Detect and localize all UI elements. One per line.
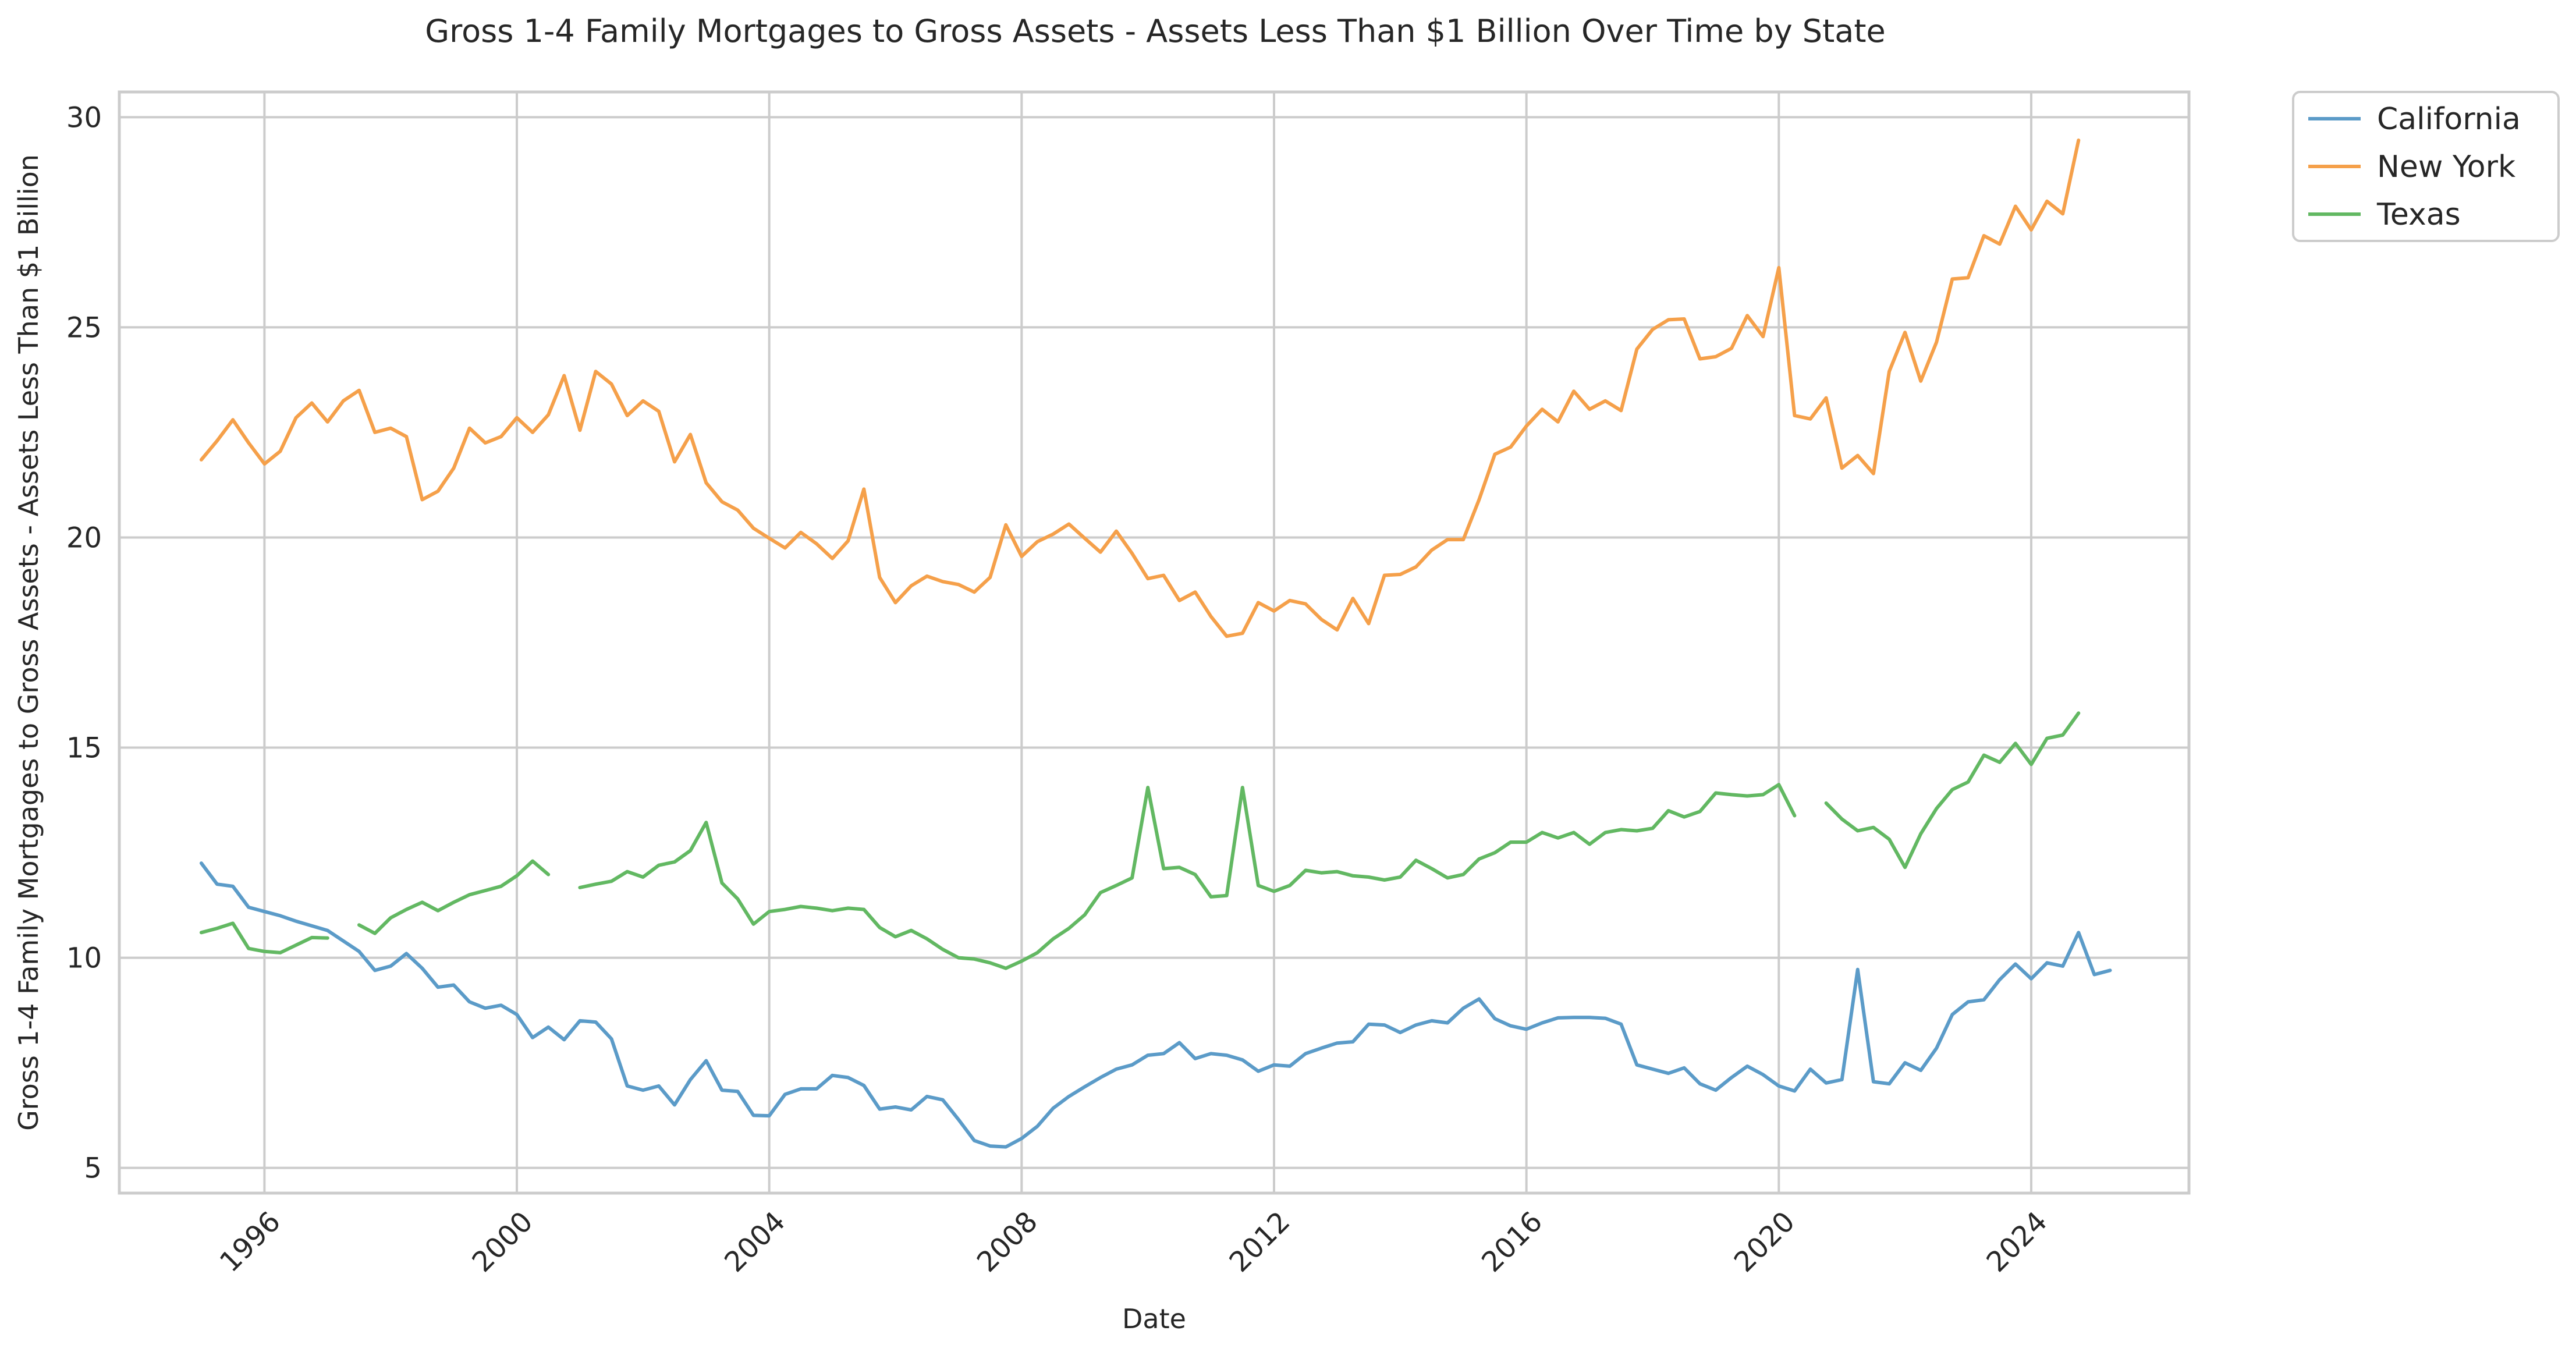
x-tick-label: 2016 xyxy=(1475,1205,1549,1279)
series-line-texas xyxy=(199,711,2081,970)
x-tick-label: 2000 xyxy=(466,1205,540,1279)
x-tick-label: 2024 xyxy=(1980,1205,2053,1279)
y-tick-label: 10 xyxy=(66,942,102,975)
y-tick-label: 30 xyxy=(66,101,102,134)
x-tick-label: 1996 xyxy=(214,1205,287,1279)
y-tick-label: 15 xyxy=(66,732,102,765)
x-tick-label: 2012 xyxy=(1223,1205,1296,1279)
series-line-new-york xyxy=(199,139,2081,638)
y-tick-label: 25 xyxy=(66,311,102,344)
series-line-california xyxy=(199,861,2112,1149)
legend: California New York Texas xyxy=(2292,91,2560,242)
x-tick-label: 2004 xyxy=(718,1205,792,1279)
y-tick-label: 20 xyxy=(66,521,102,554)
x-tick-labels: 1996 2000 2004 2008 2012 2016 2020 2024 xyxy=(214,1205,2054,1279)
x-gridlines xyxy=(263,92,2032,1193)
legend-label-new-york: New York xyxy=(2377,150,2515,184)
legend-label-texas: Texas xyxy=(2376,197,2461,232)
y-tick-labels: 5 10 15 20 25 30 xyxy=(66,101,102,1184)
y-axis-label: Gross 1-4 Family Mortgages to Gross Asse… xyxy=(13,154,44,1131)
y-gridlines xyxy=(119,116,2189,1169)
legend-label-california: California xyxy=(2377,102,2521,137)
series-layer xyxy=(199,139,2112,1149)
plot-frame xyxy=(118,90,2191,1195)
x-tick-label: 2020 xyxy=(1728,1205,1801,1279)
y-tick-label: 5 xyxy=(84,1152,102,1185)
x-tick-label: 2008 xyxy=(971,1205,1044,1279)
x-axis-label: Date xyxy=(1122,1303,1186,1335)
legend-box xyxy=(2292,91,2560,242)
chart-title: Gross 1-4 Family Mortgages to Gross Asse… xyxy=(425,13,1886,49)
